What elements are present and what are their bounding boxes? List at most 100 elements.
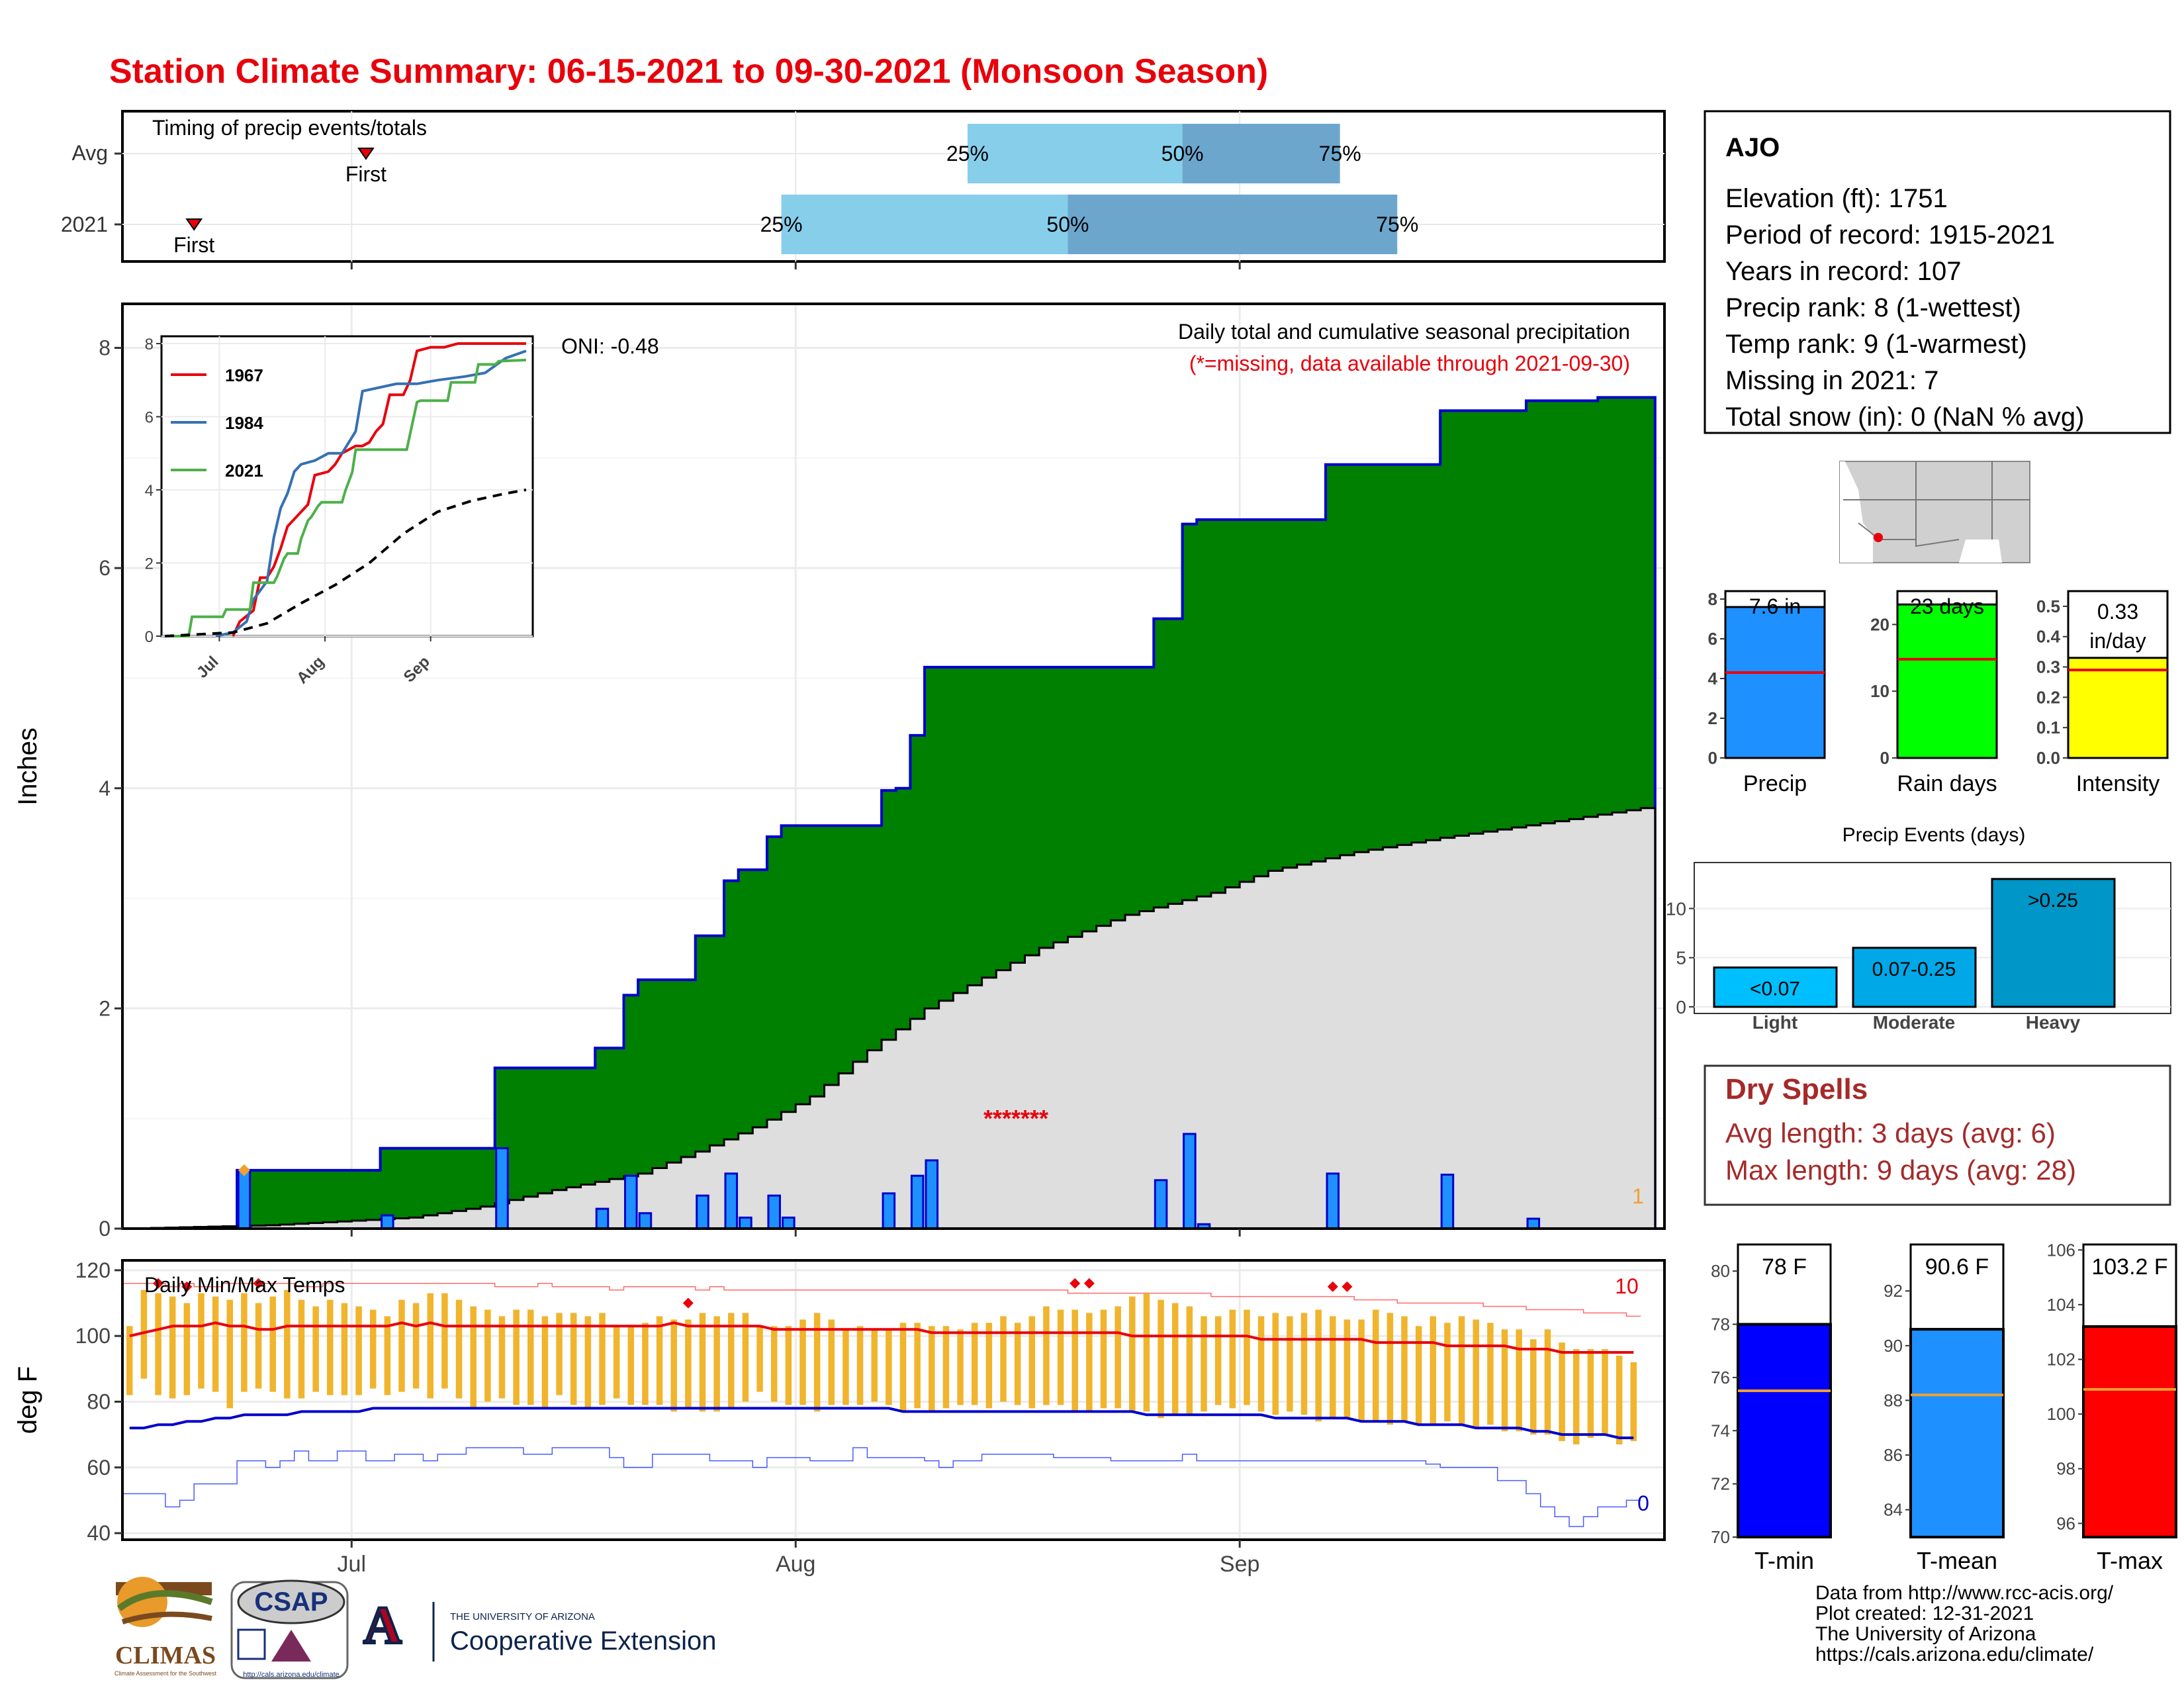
temp-summary-ytick-label-T-min-1: 72 — [1711, 1474, 1730, 1494]
temp-range-bar-44 — [756, 1326, 763, 1392]
daily-precip-bar-3 — [595, 1207, 610, 1230]
precip-panel: 0 2 4 6 8 Daily total and cumulative seasona… — [13, 303, 1666, 1241]
temp-summary-ytick-label-T-mean-3: 90 — [1884, 1336, 1903, 1356]
temp-range-bar-47 — [799, 1319, 806, 1405]
temp-range-bar-16 — [355, 1306, 362, 1395]
timing-bar-q50-q75-Avg — [1182, 124, 1340, 183]
temp-count-low: 0 — [1637, 1491, 1649, 1515]
summary-label-Rain days: Rain days — [1897, 771, 1997, 796]
climas-subtitle: Climate Assessment for the Southwest — [114, 1670, 217, 1677]
temp-range-bar-87 — [1372, 1309, 1379, 1422]
events-title: Precip Events (days) — [1843, 824, 2026, 846]
temp-range-bar-53 — [886, 1329, 892, 1405]
temp-range-bar-13 — [312, 1306, 319, 1392]
temp-range-bar-48 — [813, 1313, 821, 1412]
legend-label-1984: 1984 — [225, 413, 263, 433]
csap-barcode — [237, 1628, 266, 1660]
temp-range-bar-56 — [929, 1326, 935, 1412]
temp-ytick-label-80: 80 — [87, 1389, 111, 1413]
temp-range-bar-100 — [1559, 1342, 1565, 1442]
daily-precip-bar-18 — [1440, 1174, 1455, 1230]
climas-line — [121, 1611, 212, 1624]
daily-precip-bar-5 — [638, 1212, 653, 1230]
record-high-marker-4 — [1069, 1278, 1081, 1289]
station-line-5: Temp rank: 9 (1-warmest) — [1725, 330, 2027, 359]
timing-first-label-2021: First — [173, 233, 214, 257]
dry-spells-title: Dry Spells — [1725, 1073, 1868, 1105]
temp-range-bar-65 — [1057, 1309, 1064, 1405]
precip-title-line2: (*=missing, data available through 2021-… — [1189, 352, 1630, 375]
temp-range-bar-66 — [1071, 1309, 1078, 1412]
csap-logo: CSAP http://cals.arizona.edu/climate — [230, 1579, 349, 1679]
temp-range-bar-93 — [1458, 1316, 1465, 1425]
temp-range-bar-84 — [1330, 1316, 1336, 1419]
timing-row-label-avg: Avg — [71, 141, 108, 165]
inset-series-avg — [164, 489, 527, 637]
precip-areas — [122, 396, 1657, 1230]
daily-precip-bar-10 — [782, 1216, 796, 1230]
temp-range-bar-96 — [1501, 1329, 1508, 1432]
daily-precip-bar-7 — [724, 1172, 739, 1230]
station-info-box: AJO Elevation (ft): 1751 Period of record… — [1704, 110, 2171, 434]
record-high-marker-2 — [253, 1278, 264, 1289]
temp-range-bar-17 — [369, 1309, 377, 1389]
temp-range-bar-9 — [255, 1303, 262, 1389]
temp-range-bar-49 — [828, 1319, 835, 1405]
summary-ytick-label-Precip-3: 6 — [1708, 629, 1717, 649]
temp-range-bar-104 — [1615, 1355, 1623, 1445]
summary-bar-Rain days — [1896, 603, 1998, 759]
temp-range-bar-73 — [1171, 1303, 1179, 1415]
temp-range-bar-3 — [169, 1296, 176, 1399]
events-bar-label-Light: <0.07 — [1750, 978, 1800, 1000]
timing-q75-label-2021: 75% — [1376, 212, 1418, 236]
temp-range-bar-45 — [770, 1326, 778, 1402]
station-line-3: Years in record: 107 — [1725, 257, 1962, 286]
precip-corner-count: 1 — [1632, 1184, 1644, 1208]
timing-first-label-Avg: First — [345, 162, 387, 186]
temp-range-bar-26 — [498, 1316, 506, 1399]
timing-q50-label-Avg: 50% — [1161, 142, 1204, 165]
temp-range-bar-37 — [656, 1316, 663, 1405]
ua-logo: A THE UNIVERSITY OF ARIZONA Cooperative … — [361, 1595, 716, 1662]
temp-summary-ytick-label-T-max-1: 98 — [2056, 1459, 2075, 1479]
summary-value-Precip-0: 7.6 in — [1749, 594, 1801, 618]
temp-range-bar-72 — [1158, 1299, 1164, 1419]
timing-row-label-2021: 2021 — [61, 212, 108, 236]
temp-range-bar-19 — [398, 1299, 405, 1392]
month-label-Aug: Aug — [776, 1552, 816, 1577]
inset-series-2021 — [165, 358, 526, 637]
temp-range-bar-94 — [1473, 1319, 1479, 1429]
temp-range-bar-38 — [670, 1319, 677, 1412]
temp-range-bar-76 — [1214, 1316, 1222, 1405]
temp-range-bar-67 — [1086, 1313, 1093, 1412]
summary-ytick-label-Intensity-3: 0.3 — [2036, 657, 2060, 677]
daily-precip-bar-9 — [767, 1194, 781, 1230]
climas-hill — [116, 1590, 213, 1611]
temp-label: Daily Min/Max Temps — [144, 1273, 345, 1297]
temp-summary-value-T-max: 103.2 F — [2091, 1254, 2167, 1280]
location-map — [1839, 461, 2030, 563]
temp-summary-ytick-label-T-mean-0: 84 — [1884, 1500, 1903, 1520]
temp-range-bar-2 — [155, 1293, 161, 1395]
dry-avg-length: Avg length: 3 days (avg: 6) — [1725, 1117, 2056, 1149]
temp-summary-ytick-label-T-mean-1: 86 — [1884, 1445, 1903, 1465]
temp-range-bar-99 — [1544, 1329, 1551, 1435]
temp-range-bar-31 — [570, 1313, 577, 1405]
temp-range-bar-62 — [1014, 1323, 1021, 1405]
precip-ytick-label-8: 8 — [99, 336, 111, 360]
summary-value-Intensity-0: 0.33 — [2097, 600, 2138, 624]
temp-range-bar-88 — [1387, 1313, 1394, 1425]
temp-range-bar-42 — [728, 1313, 735, 1409]
cumulative-normal-area — [122, 807, 1657, 1230]
temp-summary-bars: 70 72 74 76 78 80 78 F T-min 84 86 88 90 92 90.6 F T-m… — [1711, 1240, 2177, 1574]
record-low-line — [122, 1447, 1641, 1527]
record-high-marker-5 — [1083, 1278, 1095, 1289]
temp-count-high: 10 — [1615, 1274, 1639, 1298]
timing-first-marker-2021 — [185, 218, 203, 231]
map-border-south — [1858, 522, 1960, 547]
station-name: AJO — [1725, 133, 1780, 162]
temp-ytick-label-120: 120 — [75, 1258, 111, 1282]
events-ytick-label-0: 0 — [1676, 997, 1686, 1017]
precip-ytick-label-6: 6 — [99, 556, 111, 580]
events-bars: 0 5 10 <0.07 Light 0.07-0.25 Moderate >0.25 Heav… — [1666, 878, 2171, 1033]
